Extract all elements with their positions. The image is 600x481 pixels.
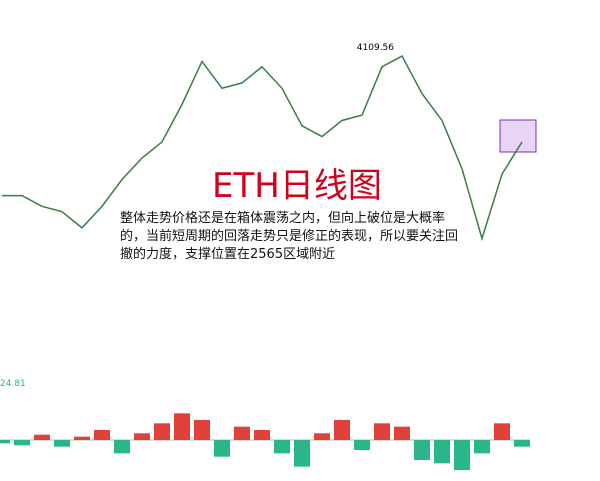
annotation: 整体走势价格还是在箱体震荡之内，但向上破位是大概率的，当前短周期的回落走势只是修… [120,211,459,262]
macd-bar [0,440,10,444]
macd-bar [74,436,90,440]
macd-bar [514,440,530,447]
macd-bar [354,440,370,450]
macd-bar [454,440,470,470]
macd-bar [94,430,110,440]
peak-label: 4109.56 [357,43,394,53]
macd-bar [334,420,350,440]
macd-bar [394,426,410,440]
macd-bar [374,423,390,440]
macd-bar [234,426,250,440]
macd-bar [34,434,50,440]
macd-bar [474,440,490,454]
macd-bar [54,440,70,447]
macd-bar [274,440,290,454]
macd-bar [134,433,150,440]
macd-bar [194,420,210,440]
chart-title: ETH日线图 [212,166,382,206]
macd-bar [154,423,170,440]
macd-bar [314,433,330,440]
macd-label: 24.81 [0,379,26,389]
macd-bar [214,440,230,457]
range-box [499,119,537,153]
price-line [2,55,523,242]
macd-bar [114,440,130,454]
macd-bar [294,440,310,467]
macd-bar [494,423,510,440]
macd-bar [14,440,30,446]
macd-bar [434,440,450,464]
macd-bar [254,430,270,440]
macd-bar [414,440,430,460]
macd-bar [174,413,190,440]
